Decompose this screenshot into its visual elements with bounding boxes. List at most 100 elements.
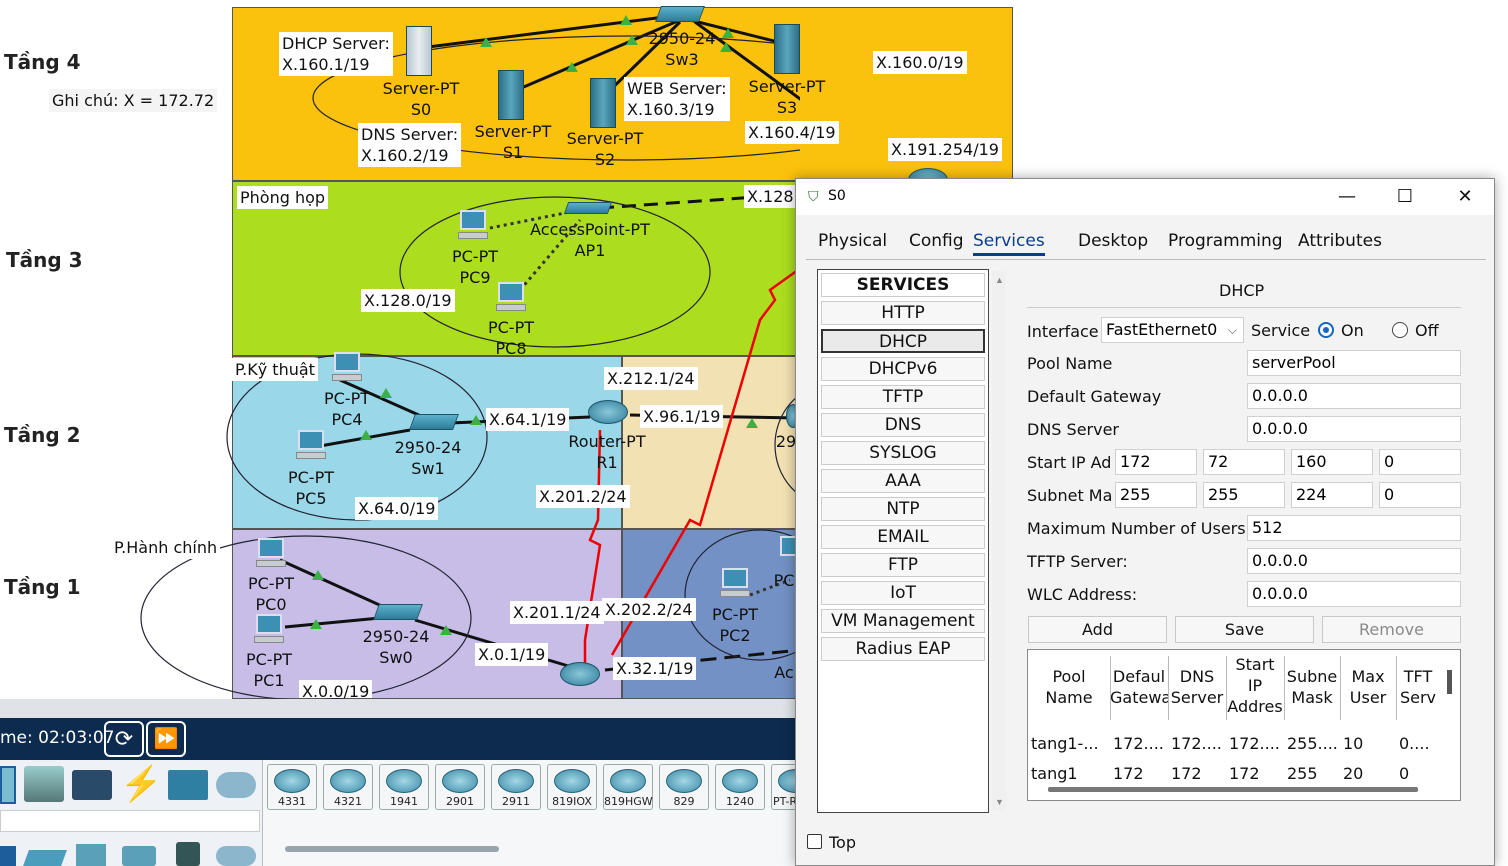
tab-attributes[interactable]: Attributes xyxy=(1298,231,1382,251)
server-s1-icon[interactable] xyxy=(498,70,524,120)
table-row[interactable]: tang1 172 172 172 255 20 0 xyxy=(1028,764,1440,788)
service-label: Service xyxy=(1251,321,1311,340)
switches-subcat-icon[interactable] xyxy=(23,850,67,866)
security-subcat-icon[interactable] xyxy=(176,842,200,866)
maximize-button[interactable]: ☐ xyxy=(1396,186,1414,207)
switch-sw1-icon[interactable] xyxy=(409,414,459,430)
add-button[interactable]: Add xyxy=(1028,616,1167,643)
tab-physical[interactable]: Physical xyxy=(818,231,888,251)
pc9-icon[interactable] xyxy=(456,210,488,240)
router-model-2901[interactable]: 2901 xyxy=(435,764,485,810)
tab-desktop[interactable]: Desktop xyxy=(1078,231,1149,251)
server-s0-icon[interactable] xyxy=(406,26,432,76)
router-model-1240[interactable]: 1240 xyxy=(715,764,765,810)
router-model-2911[interactable]: 2911 xyxy=(491,764,541,810)
service-item-dhcpv6[interactable]: DHCPv6 xyxy=(821,357,985,381)
workspace-scrollbar[interactable] xyxy=(0,699,800,718)
router-r1-icon[interactable] xyxy=(588,400,628,424)
server-s2-icon[interactable] xyxy=(590,78,616,128)
close-button[interactable]: ✕ xyxy=(1457,186,1473,207)
fast-forward-button[interactable]: ⏩ xyxy=(146,721,186,757)
router-model-pt-r[interactable]: PT-R xyxy=(771,764,799,810)
interface-select[interactable]: FastEthernet0 ⌵ xyxy=(1101,317,1244,343)
device-list-scrollbar[interactable] xyxy=(285,846,499,852)
router-model-819iox[interactable]: 819IOX xyxy=(547,764,597,810)
router-r0-icon[interactable] xyxy=(560,662,600,686)
router-model-label: 2901 xyxy=(446,795,474,808)
scroll-down-icon[interactable]: ▼ xyxy=(995,797,1004,807)
server-s3-icon[interactable] xyxy=(774,24,800,74)
subnet-octet-1[interactable]: 255 xyxy=(1115,482,1197,508)
pc4-icon[interactable] xyxy=(330,352,362,382)
router-model-829[interactable]: 829 xyxy=(659,764,709,810)
service-item-email[interactable]: EMAIL xyxy=(821,525,985,549)
network-devices-icon[interactable] xyxy=(0,766,16,804)
table-row[interactable]: tang1-... 172.... 172.... 172.... 255.... 10 0… xyxy=(1028,734,1440,758)
wan-emulation-subcat-icon[interactable] xyxy=(216,846,256,866)
routers-subcat-icon[interactable] xyxy=(0,846,16,866)
service-off-radio[interactable] xyxy=(1392,322,1408,338)
start-ip-octet-1[interactable]: 172 xyxy=(1115,449,1197,475)
pc5-icon[interactable] xyxy=(294,430,326,460)
start-ip-octet-4[interactable]: 0 xyxy=(1379,449,1461,475)
service-item-ftp[interactable]: FTP xyxy=(821,553,985,577)
tftp-server-input[interactable]: 0.0.0.0 xyxy=(1247,548,1461,574)
dhcp-server-label: DHCP Server: X.160.1/19 xyxy=(279,32,393,76)
service-item-iot[interactable]: IoT xyxy=(821,581,985,605)
default-gateway-input[interactable]: 0.0.0.0 xyxy=(1247,383,1461,409)
tab-services[interactable]: Services xyxy=(973,231,1045,256)
reset-time-button[interactable]: ⟳ xyxy=(104,721,144,757)
switch-sw3-icon[interactable] xyxy=(655,6,705,22)
router-model-4321[interactable]: 4321 xyxy=(323,764,373,810)
switch-sw0-icon[interactable] xyxy=(373,604,423,620)
service-item-syslog[interactable]: SYSLOG xyxy=(821,441,985,465)
router-model-1941[interactable]: 1941 xyxy=(379,764,429,810)
router-model-819hgw[interactable]: 819HGW xyxy=(603,764,653,810)
pc2-icon[interactable] xyxy=(718,568,750,598)
wlc-address-input[interactable]: 0.0.0.0 xyxy=(1247,581,1461,607)
end-devices-icon[interactable] xyxy=(24,766,64,802)
pc8-icon[interactable] xyxy=(494,282,526,312)
start-ip-octet-3[interactable]: 160 xyxy=(1291,449,1373,475)
dns-server-input[interactable]: 0.0.0.0 xyxy=(1247,416,1461,442)
misc-icon[interactable] xyxy=(168,770,208,800)
services-scrollbar[interactable]: ▲ ▼ xyxy=(992,271,1006,811)
service-item-radius-eap[interactable]: Radius EAP xyxy=(821,637,985,661)
service-item-http[interactable]: HTTP xyxy=(821,301,985,325)
device-search-field[interactable] xyxy=(0,810,260,832)
max-users-input[interactable]: 512 xyxy=(1247,515,1461,541)
router-model-4331[interactable]: 4331 xyxy=(267,764,317,810)
service-item-dhcp[interactable]: DHCP xyxy=(821,329,985,353)
service-item-tftp[interactable]: TFTP xyxy=(821,385,985,409)
minimize-button[interactable]: — xyxy=(1338,186,1356,207)
pc1-name: PC1 xyxy=(253,671,285,690)
multiuser-icon[interactable] xyxy=(216,772,256,798)
top-checkbox[interactable] xyxy=(807,834,822,849)
service-item-ntp[interactable]: NTP xyxy=(821,497,985,521)
service-item-aaa[interactable]: AAA xyxy=(821,469,985,493)
table-vscroll[interactable] xyxy=(1440,650,1460,790)
service-item-dns[interactable]: DNS xyxy=(821,413,985,437)
subnet-octet-2[interactable]: 255 xyxy=(1203,482,1285,508)
service-on-radio[interactable] xyxy=(1318,322,1334,338)
service-item-vm-management[interactable]: VM Management xyxy=(821,609,985,633)
accesspoint-icon[interactable] xyxy=(563,202,613,214)
tab-programming[interactable]: Programming xyxy=(1168,231,1283,251)
hubs-subcat-icon[interactable] xyxy=(76,844,106,866)
subnet-octet-3[interactable]: 224 xyxy=(1291,482,1373,508)
wireless-subcat-icon[interactable] xyxy=(122,846,156,866)
pool-name-input[interactable]: serverPool xyxy=(1247,350,1461,376)
pc0-label: PC-PT PC0 xyxy=(236,573,306,615)
pc0-icon[interactable] xyxy=(254,538,286,568)
tab-config[interactable]: Config xyxy=(909,231,964,251)
start-ip-octet-2[interactable]: 72 xyxy=(1203,449,1285,475)
subnet-octet-4[interactable]: 0 xyxy=(1379,482,1461,508)
save-button[interactable]: Save xyxy=(1175,616,1314,643)
pc1-icon[interactable] xyxy=(252,614,284,644)
remove-button[interactable]: Remove xyxy=(1322,616,1461,643)
table-vscroll-thumb[interactable] xyxy=(1447,670,1452,694)
connections-icon[interactable]: ⚡ xyxy=(120,765,163,803)
table-hscroll-thumb[interactable] xyxy=(1048,787,1418,792)
components-icon[interactable] xyxy=(72,770,112,800)
scroll-up-icon[interactable]: ▲ xyxy=(995,275,1004,285)
